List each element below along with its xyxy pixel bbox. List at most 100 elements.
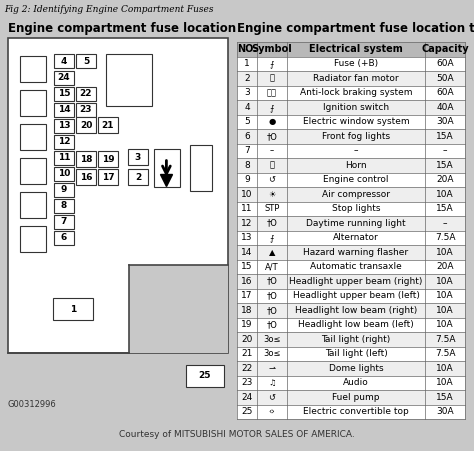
Text: Anti-lock braking system: Anti-lock braking system xyxy=(300,88,412,97)
Bar xyxy=(237,71,465,86)
Text: ‹›: ‹› xyxy=(269,407,275,416)
Text: 3: 3 xyxy=(244,88,250,97)
Text: 25: 25 xyxy=(241,407,253,416)
Text: Hazard warning flasher: Hazard warning flasher xyxy=(303,248,409,257)
Text: Headlight low beam (left): Headlight low beam (left) xyxy=(298,320,414,329)
Text: Engine compartment fuse location table: Engine compartment fuse location table xyxy=(237,22,474,35)
Text: Horn: Horn xyxy=(345,161,367,170)
Text: 10A: 10A xyxy=(436,320,454,329)
Text: Symbol: Symbol xyxy=(252,44,292,54)
Text: 11: 11 xyxy=(58,153,70,162)
Text: 7.5A: 7.5A xyxy=(435,233,455,242)
Bar xyxy=(128,149,148,165)
Text: 12: 12 xyxy=(241,219,253,228)
Bar xyxy=(54,87,74,101)
Text: 3: 3 xyxy=(135,152,141,161)
Bar xyxy=(237,245,465,259)
Text: 30A: 30A xyxy=(436,407,454,416)
Bar xyxy=(76,103,96,117)
Text: –: – xyxy=(443,219,447,228)
Text: 23: 23 xyxy=(80,106,92,115)
Text: †O: †O xyxy=(266,219,277,228)
Text: NO.: NO. xyxy=(237,44,257,54)
Text: 15A: 15A xyxy=(436,161,454,170)
Bar xyxy=(237,129,465,143)
Text: Headlight low beam (right): Headlight low beam (right) xyxy=(295,306,417,315)
Text: Radiator fan motor: Radiator fan motor xyxy=(313,74,399,83)
Text: 20A: 20A xyxy=(436,175,454,184)
Text: 6: 6 xyxy=(61,234,67,243)
Text: 2: 2 xyxy=(244,74,250,83)
Bar xyxy=(237,100,465,115)
Text: 22: 22 xyxy=(80,89,92,98)
Text: ▲: ▲ xyxy=(269,248,275,257)
Bar xyxy=(76,151,96,167)
Text: Automatic transaxle: Automatic transaxle xyxy=(310,262,402,271)
Text: 5: 5 xyxy=(244,117,250,126)
Text: Courtesy of MITSUBISHI MOTOR SALES OF AMERICA.: Courtesy of MITSUBISHI MOTOR SALES OF AM… xyxy=(119,430,355,439)
Text: Stop lights: Stop lights xyxy=(332,204,380,213)
Text: 24: 24 xyxy=(58,74,70,83)
Text: 5: 5 xyxy=(83,56,89,65)
Bar xyxy=(54,215,74,229)
Bar xyxy=(237,42,465,56)
Text: †O: †O xyxy=(266,132,277,141)
Bar xyxy=(98,169,118,185)
Bar xyxy=(54,151,74,165)
Bar xyxy=(8,38,228,353)
Text: ⌒: ⌒ xyxy=(270,161,274,170)
Text: 16: 16 xyxy=(80,172,92,181)
Text: 18: 18 xyxy=(80,155,92,164)
Text: 17: 17 xyxy=(102,172,114,181)
Text: 60A: 60A xyxy=(436,59,454,68)
Bar xyxy=(54,167,74,181)
Text: 10A: 10A xyxy=(436,277,454,286)
Text: 19: 19 xyxy=(102,155,114,164)
Text: 40A: 40A xyxy=(436,103,454,112)
Text: Fuse (+B): Fuse (+B) xyxy=(334,59,378,68)
Bar xyxy=(54,54,74,68)
Text: 20: 20 xyxy=(80,120,92,129)
Text: 7: 7 xyxy=(61,217,67,226)
Bar xyxy=(20,90,46,116)
Text: 9: 9 xyxy=(244,175,250,184)
Bar xyxy=(54,119,74,133)
Text: 25: 25 xyxy=(199,372,211,381)
Bar xyxy=(98,117,118,133)
Bar xyxy=(20,124,46,150)
Text: Front fog lights: Front fog lights xyxy=(322,132,390,141)
Bar xyxy=(98,151,118,167)
Text: 20: 20 xyxy=(241,335,253,344)
Text: ⒷⒷ: ⒷⒷ xyxy=(267,88,277,97)
Text: †O: †O xyxy=(266,306,277,315)
Text: Tail light (right): Tail light (right) xyxy=(321,335,391,344)
Text: 14: 14 xyxy=(241,248,253,257)
Bar xyxy=(53,298,93,320)
Text: 11: 11 xyxy=(241,204,253,213)
Bar xyxy=(237,332,465,346)
Text: 15: 15 xyxy=(241,262,253,271)
Bar xyxy=(106,54,152,106)
Bar xyxy=(54,231,74,245)
Bar xyxy=(237,361,465,376)
Text: ☀: ☀ xyxy=(268,190,276,199)
Text: ↺: ↺ xyxy=(268,393,275,402)
Text: 1: 1 xyxy=(70,304,76,313)
Text: 12: 12 xyxy=(58,138,70,147)
Text: 17: 17 xyxy=(241,291,253,300)
Text: G00312996: G00312996 xyxy=(8,400,57,409)
Text: 60A: 60A xyxy=(436,88,454,97)
Bar xyxy=(76,87,96,101)
Bar xyxy=(237,303,465,318)
Text: 7: 7 xyxy=(244,146,250,155)
Text: STP: STP xyxy=(264,204,280,213)
Text: 8: 8 xyxy=(244,161,250,170)
Text: 30A: 30A xyxy=(436,117,454,126)
Text: Air compressor: Air compressor xyxy=(322,190,390,199)
Text: Electrical system: Electrical system xyxy=(309,44,403,54)
Text: Headlight upper beam (right): Headlight upper beam (right) xyxy=(289,277,423,286)
Text: Engine control: Engine control xyxy=(323,175,389,184)
Text: 13: 13 xyxy=(241,233,253,242)
Text: ⨍: ⨍ xyxy=(270,59,274,68)
Text: 20A: 20A xyxy=(436,262,454,271)
